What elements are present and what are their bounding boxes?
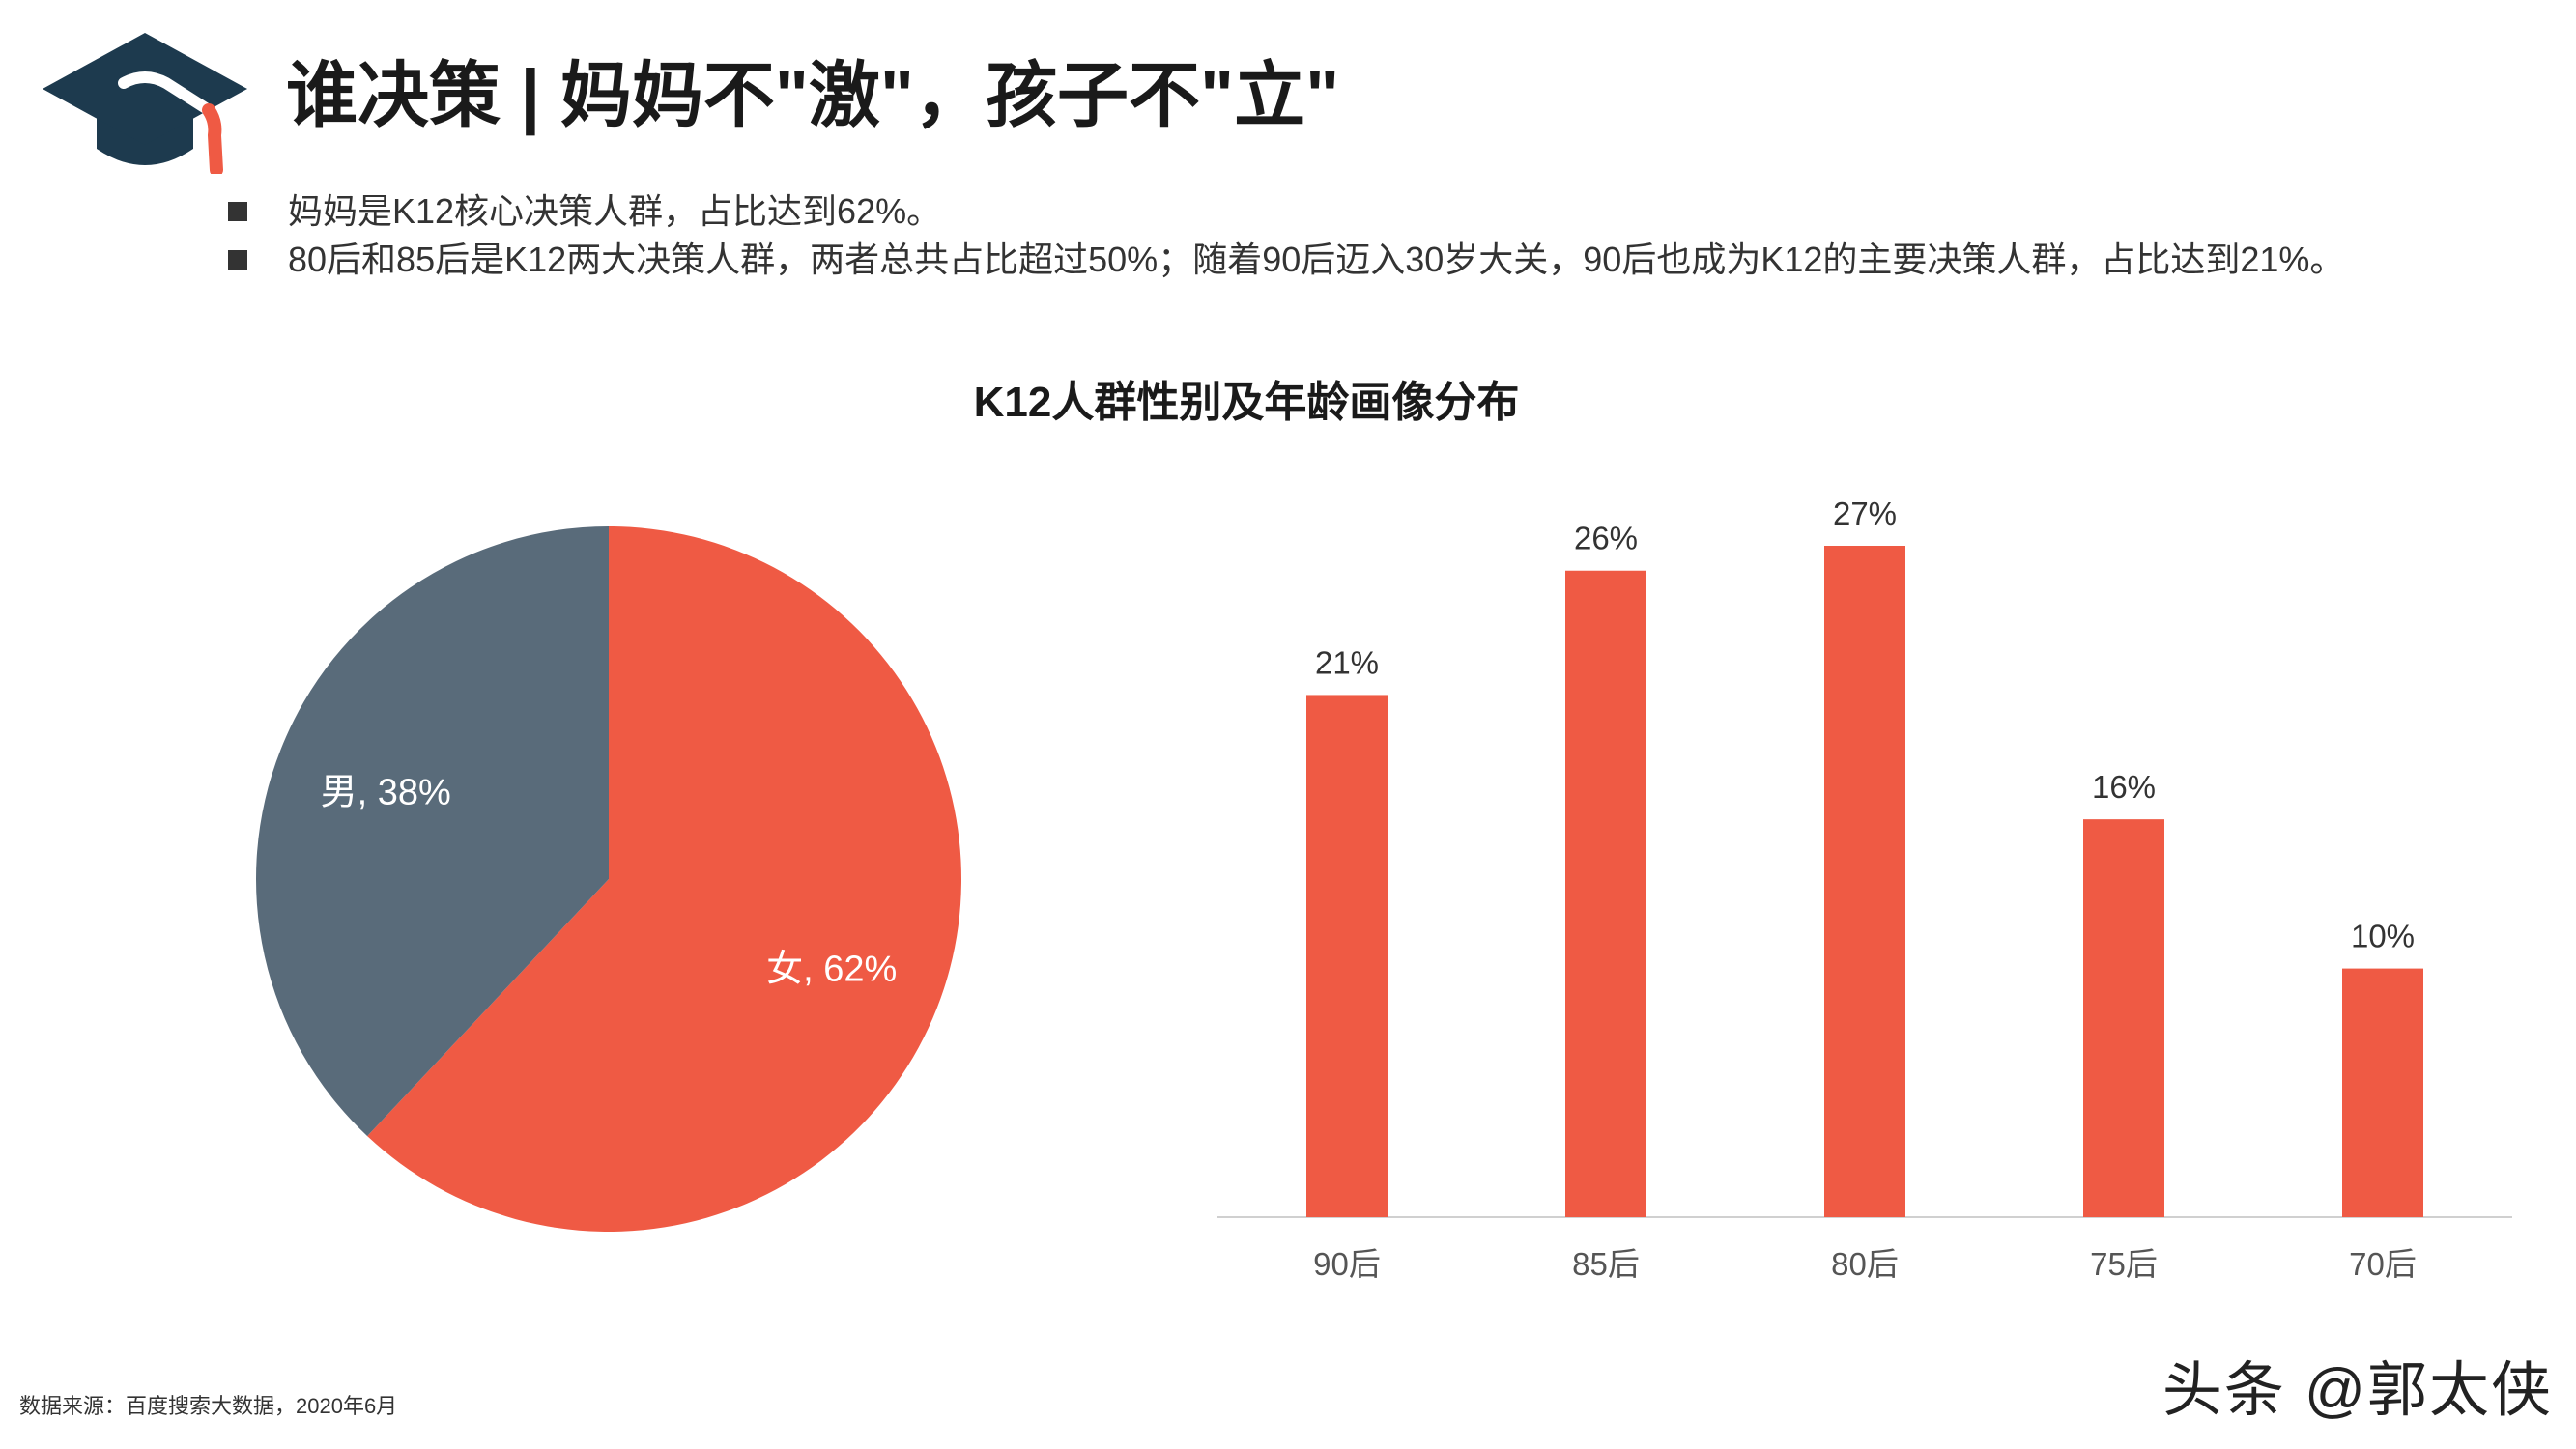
pie-label-female: 女, 62% xyxy=(766,949,897,989)
bullet-square-icon xyxy=(228,202,247,221)
page-title: 谁决策 | 妈妈不"激"，孩子不"立" xyxy=(286,55,1340,135)
pie-slice-male xyxy=(255,526,609,1137)
bar-chart: 21% 90后 26% 85后 27% 80后 16% 75后 10% 70后 xyxy=(1217,496,2512,1282)
bullet-item: 妈妈是K12核心决策人群，占比达到62%。 xyxy=(228,187,2344,236)
pie-slice-female xyxy=(367,526,961,1232)
bar xyxy=(2342,968,2423,1217)
bullet-text: 80后和85后是K12两大决策人群，两者总共占比超过50%；随着90后迈入30岁… xyxy=(288,240,2345,279)
x-tick-label: 80后 xyxy=(1831,1246,1899,1282)
bar xyxy=(1565,570,1646,1217)
bullet-text: 妈妈是K12核心决策人群，占比达到62%。 xyxy=(288,191,942,231)
bullet-list: 妈妈是K12核心决策人群，占比达到62%。 80后和85后是K12两大决策人群，… xyxy=(228,187,2344,284)
data-source-note: 数据来源：百度搜索大数据，2020年6月 xyxy=(19,1394,398,1418)
pie-label-male: 男, 38% xyxy=(321,773,451,813)
bar-value-label: 16% xyxy=(2092,769,2156,805)
watermark: 头条 @郭太侠 xyxy=(2161,1357,2553,1424)
x-tick-label: 70后 xyxy=(2349,1246,2417,1282)
chart-title: K12人群性别及年龄画像分布 xyxy=(973,379,1520,426)
bar xyxy=(1306,695,1388,1217)
graduation-cap-icon xyxy=(43,33,247,174)
bar-value-label: 27% xyxy=(1833,496,1897,531)
bar-value-label: 26% xyxy=(1574,521,1638,556)
bar xyxy=(1824,546,1905,1217)
bullet-item: 80后和85后是K12两大决策人群，两者总共占比超过50%；随着90后迈入30岁… xyxy=(228,236,2344,284)
x-tick-label: 75后 xyxy=(2090,1246,2158,1282)
bar-value-label: 21% xyxy=(1315,644,1379,680)
x-tick-label: 85后 xyxy=(1572,1246,1640,1282)
bullet-square-icon xyxy=(228,250,247,270)
pie-chart: 女, 62% 男, 38% xyxy=(255,526,961,1232)
bar-value-label: 10% xyxy=(2351,919,2415,954)
x-tick-label: 90后 xyxy=(1313,1246,1381,1282)
bar xyxy=(2083,819,2164,1217)
